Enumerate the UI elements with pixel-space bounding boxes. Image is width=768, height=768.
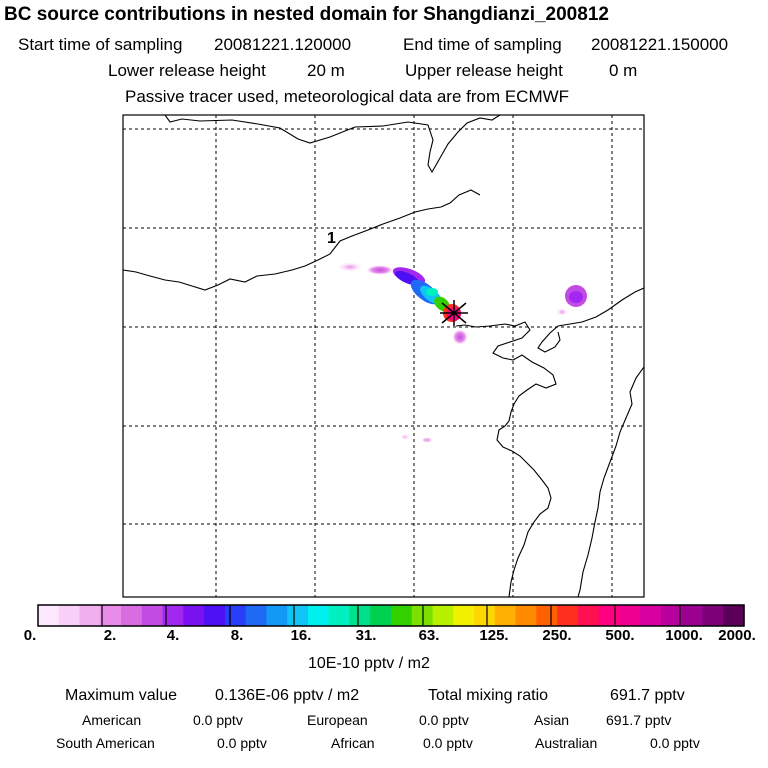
colorbar-tick: 31. xyxy=(355,627,377,644)
colorbar-tick: 16. xyxy=(290,627,312,644)
colorbar-swatch xyxy=(619,605,641,626)
colorbar xyxy=(37,604,745,627)
colorbar-tick: 2000. xyxy=(718,627,756,644)
colorbar-swatch xyxy=(121,605,143,626)
region-name: Asian xyxy=(534,712,570,728)
colorbar-swatch xyxy=(307,605,330,626)
lat-lon-grid xyxy=(123,115,644,597)
colorbar-swatch xyxy=(58,605,81,626)
region-value: 0.0 pptv xyxy=(217,735,267,751)
colorbar-swatch xyxy=(660,605,683,626)
total-mixing-label: Total mixing ratio xyxy=(428,687,549,704)
colorbar-unit: 10E-10 pptv / m2 xyxy=(308,655,430,672)
colorbar-swatch xyxy=(432,605,454,626)
upper-height-value: 0 m xyxy=(609,61,638,80)
colorbar-swatch xyxy=(224,605,247,626)
borders-coastlines xyxy=(123,115,644,597)
lower-height-label: Lower release height xyxy=(108,61,266,80)
colorbar-swatch xyxy=(79,605,101,626)
colorbar-swatch xyxy=(287,605,309,626)
region-name: Australian xyxy=(535,735,598,751)
colorbar-swatch xyxy=(100,605,122,626)
colorbar-swatch xyxy=(702,605,724,626)
region-value: 0.0 pptv xyxy=(423,735,473,751)
colorbar-swatch xyxy=(598,605,621,626)
colorbar-swatch xyxy=(204,605,226,626)
colorbar-tick: 2. xyxy=(103,627,117,644)
total-mixing-value: 691.7 pptv xyxy=(610,687,685,704)
colorbar-tick: 63. xyxy=(418,627,440,644)
colorbar-tick: 500. xyxy=(605,627,635,644)
colorbar-swatch xyxy=(245,605,268,626)
colorbar-swatch xyxy=(723,605,745,626)
colorbar-swatch xyxy=(328,605,351,626)
colorbar-tick: 4. xyxy=(166,627,180,644)
colorbar-swatch xyxy=(453,605,475,626)
colorbar-swatch xyxy=(494,605,517,626)
colorbar-cells xyxy=(38,605,745,626)
release-marker-label: 1 xyxy=(327,230,336,247)
region-name: South American xyxy=(56,735,155,751)
start-time-label: Start time of sampling xyxy=(18,35,183,54)
max-value: 0.136E-06 pptv / m2 xyxy=(215,687,360,704)
plot-title: BC source contributions in nested domain… xyxy=(4,4,609,25)
region-name: European xyxy=(307,712,368,728)
map-frame xyxy=(122,114,645,598)
region-name: American xyxy=(82,712,142,728)
colorbar-tick: 0. xyxy=(23,627,37,644)
upper-height-label: Upper release height xyxy=(405,61,563,80)
colorbar-swatch xyxy=(391,605,413,626)
colorbar-swatch xyxy=(349,605,371,626)
colorbar-tick: 125. xyxy=(479,627,509,644)
lower-height-value: 20 m xyxy=(307,61,345,80)
colorbar-swatch xyxy=(577,605,600,626)
colorbar-tick: 250. xyxy=(542,627,572,644)
colorbar-swatch xyxy=(162,605,184,626)
colorbar-swatch xyxy=(183,605,205,626)
colorbar-tick: 8. xyxy=(230,627,244,644)
region-value: 0.0 pptv xyxy=(419,712,469,728)
colorbar-tick: 1000. xyxy=(665,627,703,644)
colorbar-swatch xyxy=(474,605,496,626)
colorbar-swatch xyxy=(370,605,392,626)
start-time-value: 20081221.120000 xyxy=(214,35,352,54)
receptor-marker xyxy=(440,300,468,326)
end-time-value: 20081221.150000 xyxy=(591,35,729,54)
colorbar-swatch xyxy=(38,605,60,626)
colorbar-swatch xyxy=(536,605,558,626)
colorbar-swatch xyxy=(266,605,288,626)
colorbar-swatch xyxy=(640,605,662,626)
colorbar-swatch xyxy=(515,605,537,626)
region-name: African xyxy=(331,735,375,751)
region-value: 0.0 pptv xyxy=(193,712,243,728)
tracer-note: Passive tracer used, meteorological data… xyxy=(125,87,570,106)
end-time-label: End time of sampling xyxy=(403,35,562,54)
region-value: 691.7 pptv xyxy=(606,712,672,728)
colorbar-swatch xyxy=(557,605,579,626)
colorbar-frame xyxy=(37,604,745,627)
colorbar-separators xyxy=(101,605,681,626)
colorbar-swatch xyxy=(681,605,704,626)
colorbar-swatch xyxy=(141,605,164,626)
max-value-label: Maximum value xyxy=(65,687,178,704)
region-value: 0.0 pptv xyxy=(650,735,700,751)
